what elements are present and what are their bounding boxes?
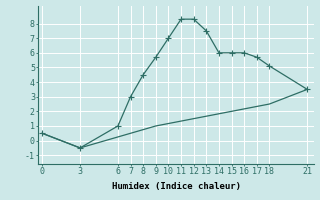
X-axis label: Humidex (Indice chaleur): Humidex (Indice chaleur) — [111, 182, 241, 191]
